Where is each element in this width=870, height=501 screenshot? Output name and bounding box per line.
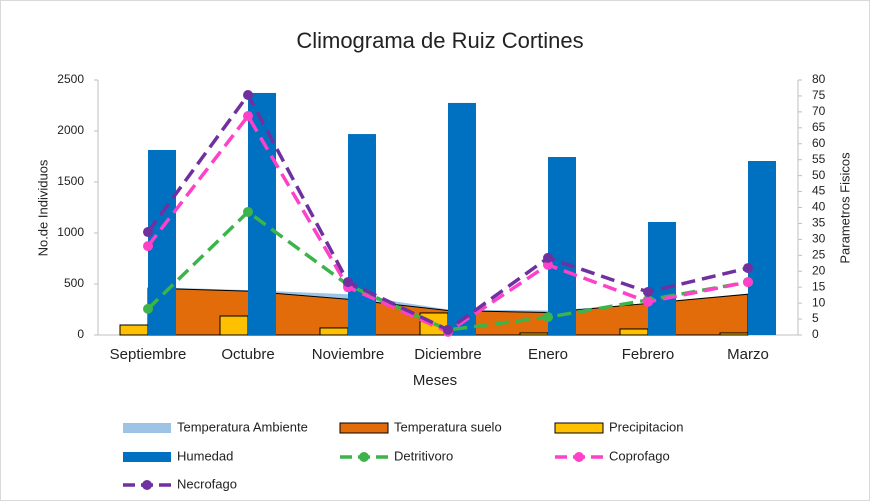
marker <box>543 259 553 270</box>
marker <box>343 277 353 288</box>
marker <box>643 296 653 307</box>
y2-tick-label: 20 <box>812 263 826 277</box>
legend-swatch <box>339 422 389 434</box>
y2-tick-label: 35 <box>812 216 826 230</box>
x-tick-label: Marzo <box>727 346 769 363</box>
x-tick-label: Octubre <box>221 346 274 363</box>
legend-label: Temperatura Ambiente <box>177 419 308 434</box>
y-tick-label: 500 <box>64 276 84 290</box>
y2-tick-label: 45 <box>812 184 826 198</box>
bar <box>619 328 649 336</box>
y-tick-label: 2000 <box>57 123 84 137</box>
bar <box>348 134 376 335</box>
y2-tick-label: 40 <box>812 200 826 214</box>
y2-tick-label: 65 <box>812 120 826 134</box>
y2-tick-label: 50 <box>812 168 826 182</box>
marker <box>143 303 153 314</box>
legend-swatch <box>554 422 604 434</box>
marker <box>643 286 653 297</box>
legend-swatch <box>123 423 171 433</box>
bar <box>248 92 276 335</box>
y2-tick-label: 30 <box>812 232 826 246</box>
x-tick-label: Septiembre <box>110 346 187 363</box>
bar <box>219 315 249 336</box>
x-tick-label: Febrero <box>622 346 675 363</box>
y2-tick-label: 10 <box>812 295 826 309</box>
legend-label: Coprofago <box>609 448 670 463</box>
bar <box>119 324 149 336</box>
y2-tick-label: 60 <box>812 136 826 150</box>
y2-tick-label: 0 <box>812 327 819 341</box>
marker <box>743 277 753 288</box>
y-tick-label: 1000 <box>57 225 84 239</box>
x-tick-label: Diciembre <box>414 346 482 363</box>
y2-tick-label: 70 <box>812 104 826 118</box>
bar <box>719 332 749 336</box>
marker <box>743 263 753 274</box>
marker <box>243 206 253 217</box>
legend-label: Humedad <box>177 448 233 463</box>
legend-swatch <box>142 480 152 490</box>
y2-tick-label: 55 <box>812 152 826 166</box>
y-tick-label: 1500 <box>57 174 84 188</box>
bar <box>319 327 349 336</box>
legend-swatch <box>574 452 584 462</box>
y2-tick-label: 5 <box>812 311 819 325</box>
marker <box>243 89 253 100</box>
marker <box>143 227 153 238</box>
marker <box>143 241 153 252</box>
legend-swatch <box>359 452 369 462</box>
y2-axis-label: Parametros Fisicos <box>837 152 852 264</box>
x-tick-label: Enero <box>528 346 568 363</box>
marker <box>543 312 553 323</box>
y2-tick-label: 80 <box>812 72 826 86</box>
bar <box>648 221 676 335</box>
x-tick-label: Noviembre <box>312 346 385 363</box>
legend-label: Precipitacion <box>609 419 683 434</box>
y-axis-label: No.de Individuos <box>35 159 50 256</box>
y2-tick-label: 75 <box>812 88 826 102</box>
legend-label: Necrofago <box>177 476 237 491</box>
chart-title: Climograma de Ruiz Cortines <box>296 28 583 53</box>
marker <box>443 324 453 335</box>
x-axis-label: Meses <box>413 372 457 389</box>
bar <box>548 157 576 335</box>
y2-tick-label: 25 <box>812 247 826 261</box>
bar <box>448 102 476 335</box>
bar <box>519 332 549 336</box>
bar <box>748 160 776 335</box>
y-tick-label: 0 <box>77 327 84 341</box>
marker <box>243 111 253 122</box>
legend-label: Temperatura suelo <box>394 419 502 434</box>
y-tick-label: 2500 <box>57 72 84 86</box>
marker <box>543 252 553 263</box>
y2-tick-label: 15 <box>812 279 826 293</box>
legend-swatch <box>123 452 171 462</box>
legend-label: Detritivoro <box>394 448 453 463</box>
